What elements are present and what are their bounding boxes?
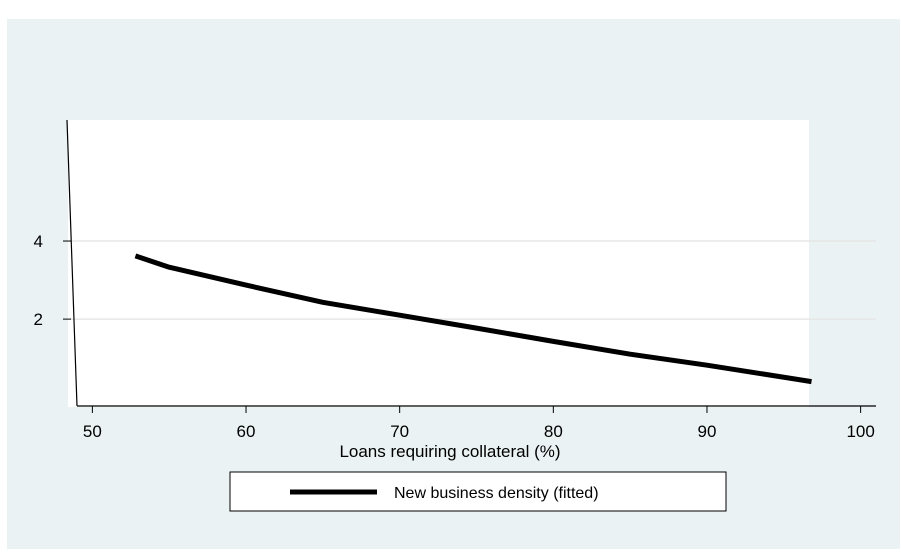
gridlines [70, 240, 876, 320]
x-tick-label-50: 50 [83, 422, 102, 441]
x-axis-title: Loans requiring collateral (%) [339, 442, 560, 461]
x-tick-label-80: 80 [544, 422, 563, 441]
x-tick-label-70: 70 [390, 422, 409, 441]
legend: New business density (fitted) [229, 471, 727, 512]
y-axis-line [66, 119, 78, 407]
legend-label: New business density (fitted) [394, 485, 599, 502]
y-axis-ticks: 24 [34, 232, 71, 329]
series-line-0 [134, 253, 812, 385]
y-tick-label-4: 4 [34, 232, 43, 251]
x-tick-label-90: 90 [698, 422, 717, 441]
x-tick-label-60: 60 [237, 422, 256, 441]
x-tick-label-100: 100 [846, 422, 874, 441]
top-white-band [7, 19, 900, 75]
plot-area [68, 120, 809, 407]
axes [66, 119, 876, 407]
y-tick-label-2: 2 [34, 310, 43, 329]
x-axis-ticks: 50 60 70 80 90 100 [83, 406, 875, 441]
series-layer [134, 253, 812, 385]
